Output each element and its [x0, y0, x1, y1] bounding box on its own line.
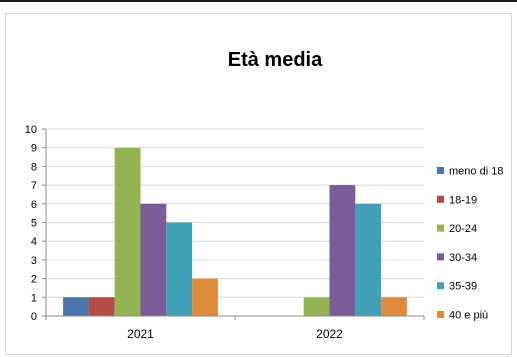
y-tick-label: 3: [31, 255, 37, 267]
legend-label: 30-34: [449, 252, 477, 264]
y-tick-label: 1: [31, 292, 37, 304]
bar: [166, 222, 193, 316]
y-tick-label: 2: [31, 274, 37, 286]
legend-swatch: [437, 282, 444, 290]
legend-label: 40 e più: [449, 310, 488, 322]
bars: [63, 147, 407, 316]
legend-swatch: [437, 253, 444, 261]
bar: [88, 297, 115, 316]
legend-label: 18-19: [449, 194, 477, 206]
y-tick-label: 9: [31, 143, 37, 155]
legend-label: 35-39: [449, 281, 477, 293]
legend: meno di 18 18-19 20-24 30-34 35-39 40 e più: [437, 166, 503, 322]
bar: [140, 203, 167, 316]
bar: [114, 147, 141, 316]
x-ticks: 2021 2022: [45, 316, 425, 341]
bar: [355, 203, 382, 316]
bar: [192, 278, 218, 316]
y-tick-label: 10: [25, 124, 37, 136]
y-tick-label: 7: [31, 180, 37, 192]
bar: [303, 297, 330, 316]
y-ticks: 0 1 2 3 4 5 6 7 8 9 10: [25, 124, 46, 323]
top-border: [0, 0, 517, 2]
y-tick-label: 5: [31, 218, 37, 230]
legend-swatch: [437, 224, 444, 232]
legend-label: meno di 18: [449, 166, 503, 178]
bar: [381, 297, 407, 316]
bar: [329, 185, 356, 316]
y-tick-label: 8: [31, 161, 37, 173]
legend-swatch: [437, 167, 444, 174]
y-tick-label: 0: [31, 311, 37, 323]
legend-label: 20-24: [449, 223, 477, 235]
legend-swatch: [437, 195, 444, 203]
x-tick-label: 2021: [127, 327, 154, 341]
bar: [63, 297, 89, 316]
chart-title: Età media: [228, 49, 323, 71]
y-tick-label: 4: [31, 236, 37, 248]
legend-swatch: [437, 311, 444, 318]
y-tick-label: 6: [31, 199, 37, 211]
x-tick-label: 2022: [316, 327, 343, 341]
